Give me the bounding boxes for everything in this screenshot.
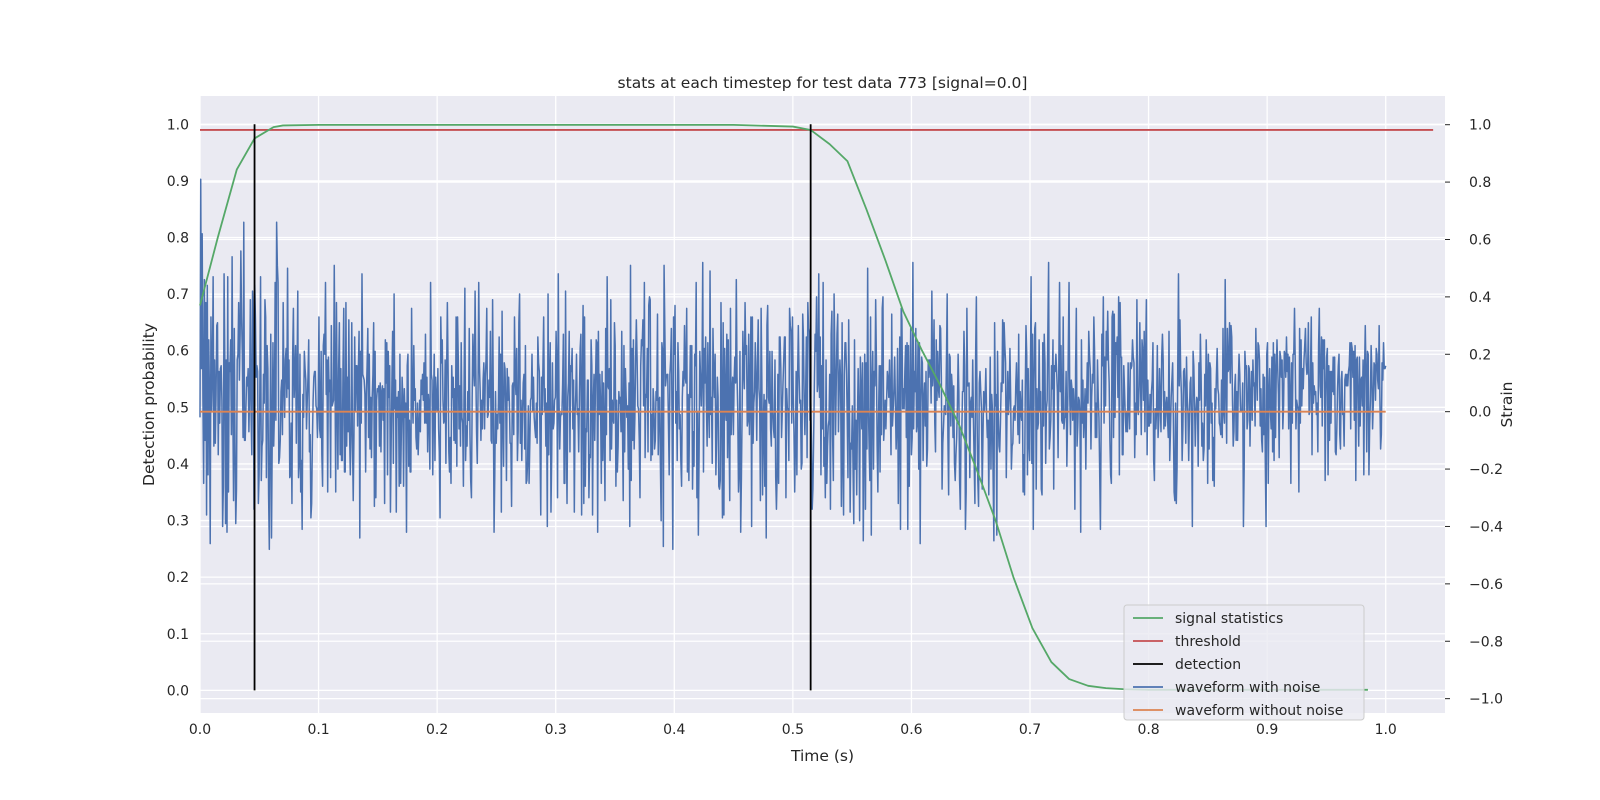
x-tick-label: 0.5	[782, 722, 804, 738]
y-tick-label: 1.0	[167, 117, 189, 133]
legend-label-detection: detection	[1175, 657, 1241, 673]
legend-label-waveform-with-noise: waveform with noise	[1175, 680, 1320, 696]
x-tick-label: 0.0	[189, 722, 211, 738]
y2-tick-label: 0.6	[1469, 232, 1491, 248]
x-tick-label: 1.0	[1375, 722, 1397, 738]
y2-tick-label: −0.6	[1469, 577, 1503, 593]
y-tick-label: 0.0	[167, 683, 189, 699]
y2-axis-label: Strain	[1498, 382, 1516, 428]
y-tick-label: 0.2	[167, 570, 189, 586]
y2-tick-label: −0.2	[1469, 462, 1503, 478]
legend-box	[1123, 604, 1365, 721]
series-signal-statistics-line	[199, 123, 1368, 691]
series-waveform-with-noise-line	[199, 178, 1387, 551]
y2-tick-label: 0.2	[1469, 347, 1491, 363]
y2-tick-label: −0.4	[1469, 519, 1503, 535]
x-tick-label: 0.9	[1256, 722, 1278, 738]
y2-tick-label: −0.8	[1469, 634, 1503, 650]
y-axis-ticks: 0.0 0.1 0.2 0.3 0.4 0.5 0.6 0.7 0.8 0.9 1.0	[167, 117, 189, 699]
y2-axis-ticks: 1.0 0.8 0.6 0.4 0.2 0.0 −0.2 −0.4 −0.6 −0.8 −1.0	[1445, 118, 1503, 708]
y-tick-label: 0.4	[167, 457, 189, 473]
y2-tick-label: −1.0	[1469, 692, 1503, 708]
series-layer	[199, 123, 1434, 691]
y2-tick-label: 0.4	[1469, 290, 1491, 306]
legend-label-threshold: threshold	[1175, 634, 1241, 650]
legend: signal statistics threshold detection wa…	[1123, 604, 1365, 721]
y-tick-label: 0.8	[167, 231, 189, 247]
y2-tick-label: 1.0	[1469, 118, 1491, 134]
x-tick-label: 0.6	[900, 722, 922, 738]
y-tick-label: 0.3	[167, 514, 189, 530]
chart-title: stats at each timestep for test data 773…	[618, 74, 1028, 92]
x-axis-label: Time (s)	[790, 747, 854, 765]
y-tick-label: 0.6	[167, 344, 189, 360]
y-tick-label: 0.7	[167, 287, 189, 303]
x-tick-label: 0.2	[426, 722, 448, 738]
legend-label-signal-statistics: signal statistics	[1175, 611, 1283, 627]
x-tick-label: 0.7	[1019, 722, 1041, 738]
y2-tick-label: 0.0	[1469, 405, 1491, 421]
y-tick-label: 0.5	[167, 400, 189, 416]
x-tick-label: 0.8	[1137, 722, 1159, 738]
x-tick-label: 0.3	[545, 722, 567, 738]
y2-tick-label: 0.8	[1469, 175, 1491, 191]
y-axis-label: Detection probability	[140, 323, 158, 486]
y-tick-label: 0.1	[167, 627, 189, 643]
x-tick-label: 0.4	[663, 722, 685, 738]
x-axis-ticks: 0.0 0.1 0.2 0.3 0.4 0.5 0.6 0.7 0.8 0.9 1.0	[189, 722, 1397, 738]
x-tick-label: 0.1	[307, 722, 329, 738]
legend-label-waveform-without-noise: waveform without noise	[1175, 703, 1343, 719]
y-tick-label: 0.9	[167, 174, 189, 190]
